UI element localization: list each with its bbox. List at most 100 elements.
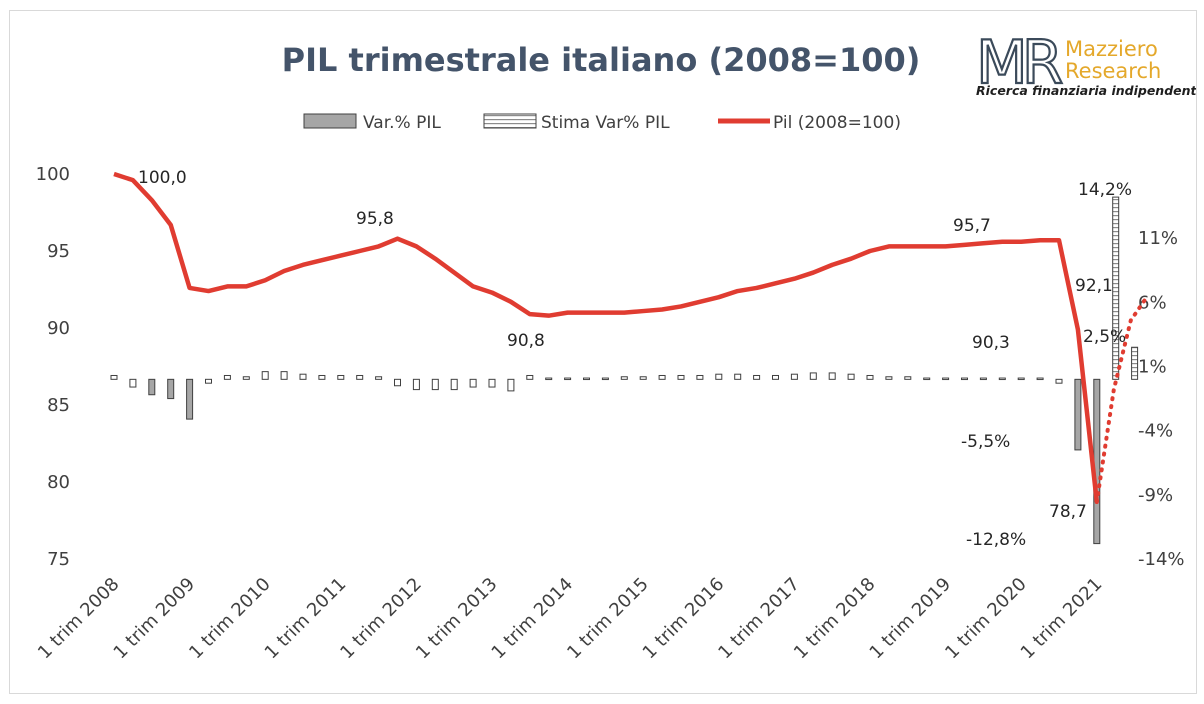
line-pil [113,171,1100,503]
bar-var-7 [242,376,250,380]
anno-100: 100,0 [138,168,187,188]
bar-var-33 [734,373,742,380]
y-left-tick-95: 95 [47,241,70,262]
bar-var-17 [431,378,439,391]
y-left-tick-80: 80 [47,472,70,493]
bar-var-6 [223,374,231,380]
bar-var-25 [583,377,590,381]
bar-var-43 [923,377,931,381]
chart-frame: PIL trimestrale italiano (2008=100) MR M… [9,10,1197,694]
y-right-tick-3: 1% [1138,357,1167,378]
annotations: 100,0 95,8 90,8 95,7 90,3 -5,5% -12,8% 7… [138,168,1132,550]
bar-var-42 [904,376,912,380]
bar-var-10 [299,373,307,380]
bar-var-15 [394,378,401,387]
y-left-tick-85: 85 [47,395,70,416]
y-left-tick-90: 90 [47,318,70,339]
bar-var-37 [809,372,817,380]
y-right-tick-1: -9% [1138,485,1173,506]
y-axis-right: -14% -9% -4% 1% 6% 11% [1138,228,1185,570]
bar-var-23 [545,377,553,381]
anno-minus-5-5: -5,5% [961,432,1010,452]
anno-95-7: 95,7 [953,216,991,236]
y-left-tick-100: 100 [36,164,70,185]
bar-var-46 [979,377,987,381]
bar-var-40 [866,374,874,380]
bar-var-13 [356,374,364,380]
bar-estimate-0 [1112,196,1120,380]
legend-label-pil: Pil (2008=100) [773,113,901,133]
bar-var-21 [507,378,515,392]
bar-var-30 [677,374,685,380]
mazziero-logo: MR Mazziero Research Ricerca finanziaria… [975,27,1196,99]
y-right-tick-0: -14% [1138,549,1185,570]
legend-swatch-var [303,113,357,129]
bar-var-3 [167,378,175,400]
pil-line-path [113,171,1100,503]
bar-var-51 [1074,378,1082,451]
bar-var-20 [488,378,496,388]
bar-var-36 [790,373,798,380]
y-right-tick-4: 6% [1138,292,1167,313]
legend: Var.% PIL Stima Var% PIL Pil (2008=100) [303,113,901,133]
anno-90-8: 90,8 [507,331,545,351]
bar-var-1 [129,378,137,388]
bar-estimate-1 [1131,346,1139,380]
bar-var-31 [696,374,704,380]
bars-var-pct [110,371,1101,545]
x-tick-13: 1 trim 2021 [1017,574,1107,664]
bars-var-estimate [1112,196,1139,380]
chart-title: PIL trimestrale italiano (2008=100) [282,41,921,79]
bar-var-39 [847,373,855,380]
anno-95-8: 95,8 [356,209,394,229]
y-right-tick-5: 11% [1138,228,1178,249]
logo-name-line2: Research [1065,59,1161,83]
bar-var-2 [148,378,156,396]
bar-var-26 [601,377,609,381]
bar-var-48 [1017,377,1025,381]
anno-90-3: 90,3 [972,333,1010,353]
pil-estimate-path [1094,293,1150,505]
chart-svg: PIL trimestrale italiano (2008=100) MR M… [34,27,1196,664]
bar-var-35 [772,374,779,380]
bar-var-24 [564,377,572,381]
bar-var-8 [261,371,269,380]
logo-mark: MR [976,28,1062,98]
bar-var-0 [110,374,118,380]
anno-minus-12-8: -12,8% [966,530,1026,550]
y-left-tick-75: 75 [47,549,70,570]
bar-var-22 [526,374,534,380]
bar-var-5 [205,378,212,384]
logo-name-line1: Mazziero [1065,37,1158,61]
legend-swatch-estimate [483,113,537,129]
anno-92-1: 92,1 [1075,276,1113,296]
bar-var-41 [885,376,893,380]
bar-var-16 [412,378,420,391]
bar-var-50 [1055,378,1063,384]
bar-var-29 [658,374,666,380]
legend-label-var: Var.% PIL [363,113,441,133]
bar-var-19 [469,378,477,388]
bar-var-14 [375,376,383,380]
bar-var-27 [620,376,628,380]
bar-var-49 [1036,377,1044,381]
bar-var-34 [753,374,761,380]
bar-var-45 [961,377,968,381]
y-axis-left: 75 80 85 90 95 100 [36,164,70,570]
legend-label-estimate: Stima Var% PIL [541,113,670,133]
anno-14-2: 14,2% [1078,180,1132,200]
bar-var-4 [186,378,194,420]
line-pil-estimate [1094,293,1150,505]
bar-var-28 [639,376,647,380]
anno-2-5: 2,5% [1083,327,1126,347]
bar-var-11 [318,374,326,380]
bar-var-12 [337,374,345,380]
bar-var-44 [942,377,950,381]
anno-78-7: 78,7 [1049,502,1087,522]
bar-var-52 [1093,378,1101,545]
bar-var-38 [828,372,836,380]
bar-var-18 [450,378,458,391]
logo-tagline: Ricerca finanziaria indipendente [976,83,1196,98]
bar-var-32 [715,373,723,380]
